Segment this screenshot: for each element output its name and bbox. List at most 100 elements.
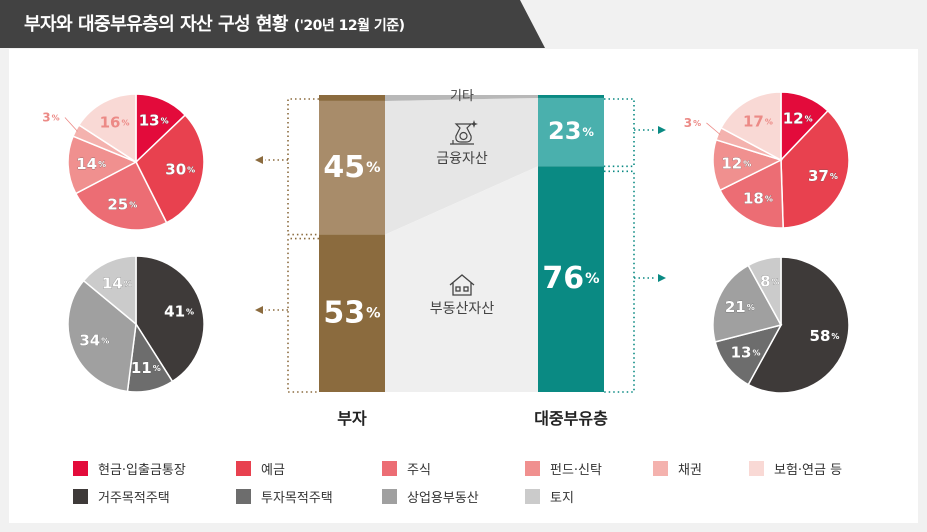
bar-segment-realestate <box>319 234 385 392</box>
pie-value-label: 3% <box>42 110 59 124</box>
legend-swatch <box>236 489 251 504</box>
pie-value-label: 30% <box>165 160 195 178</box>
legend-label: 펀드·신탁 <box>550 463 602 478</box>
rich-label: 부자 <box>337 409 367 428</box>
legend-item: 토지 <box>525 487 574 506</box>
pie-slice <box>747 256 782 326</box>
pie-slice <box>67 135 138 195</box>
pie-value-label: 12% <box>783 109 813 127</box>
pie-value-label: 16% <box>100 113 130 131</box>
bracket-mass-financial <box>604 98 635 168</box>
pie-value-label: 3% <box>684 115 701 129</box>
pie-slice <box>747 256 850 394</box>
pie-value-label: 21% <box>725 298 755 316</box>
legend-swatch <box>73 461 88 476</box>
pie-leader-line <box>706 122 721 135</box>
legend-label: 상업용부동산 <box>407 491 479 506</box>
legend-label: 투자목적주택 <box>261 491 333 506</box>
pie-value-label: 12% <box>721 154 751 172</box>
legend-swatch <box>73 489 88 504</box>
pie-slice <box>712 264 783 343</box>
pie-slice <box>135 93 187 164</box>
pie-chart: 13% 30% 25% 14% 3% 16% <box>42 93 205 231</box>
pie-value-label: 13% <box>731 343 761 361</box>
title-banner <box>0 0 545 48</box>
chart-title-main: 부자와 대중부유층의 자산 구성 현황 <box>24 14 288 35</box>
bar-value-label: 45% <box>323 149 380 184</box>
bar-value-label: 23% <box>548 117 594 145</box>
legend-label: 토지 <box>550 491 574 506</box>
arrow-left-icon <box>255 156 263 164</box>
pie-slice <box>714 323 783 386</box>
pie-slice <box>720 91 782 162</box>
pie-value-label: 17% <box>743 112 773 130</box>
bar-segment-financial <box>319 100 385 235</box>
bracket-rich-realestate <box>287 237 319 393</box>
legend-swatch <box>525 461 540 476</box>
bar-segment-other <box>538 95 604 98</box>
pie-slice <box>82 255 137 326</box>
pie-slice <box>135 113 205 224</box>
arrow-right-icon <box>658 126 666 134</box>
legend-item: 투자목적주택 <box>236 487 333 506</box>
money-bag-icon <box>450 120 478 145</box>
legend-item: 현금·입출금통장 <box>73 459 186 478</box>
legend-swatch <box>382 461 397 476</box>
pie-slice <box>74 160 168 231</box>
financial-label: 금융자산 <box>436 151 488 167</box>
bar-value-label: 53% <box>323 295 380 330</box>
pie-value-label: 41% <box>164 302 194 320</box>
pie-leader-line <box>64 117 78 132</box>
bar-value-label: 76% <box>542 261 599 296</box>
legend-swatch <box>236 461 251 476</box>
pie-value-label: 25% <box>107 195 137 213</box>
legend-label: 예금 <box>261 463 285 478</box>
pie-value-label: 18% <box>743 189 773 207</box>
pie-chart: 58% 13% 21% 8% <box>712 256 850 394</box>
pie-value-label: 8% <box>760 272 779 290</box>
legend-item: 상업용부동산 <box>382 487 479 506</box>
legend-item: 보험·연금 등 <box>749 459 842 478</box>
pie-slice <box>719 158 784 229</box>
legend-item: 거주목적주택 <box>73 487 170 506</box>
pie-charts: 13%30%25%14%3% 16%41%11%34%14%12%37%18%12… <box>42 91 850 394</box>
pie-value-label: 58% <box>810 327 840 345</box>
pie-value-label: 14% <box>76 155 106 173</box>
other-label: 기타 <box>450 89 474 104</box>
pie-slice <box>77 93 137 164</box>
bar-segment-financial <box>538 97 604 167</box>
arrow-right-icon <box>658 274 666 282</box>
realestate-label: 부동산자산 <box>430 301 495 317</box>
chart-title: 부자와 대중부유층의 자산 구성 현황 ('20년 12월 기준) <box>24 10 405 36</box>
pie-chart: 12% 37% 18% 12% 3% 17% <box>684 91 850 229</box>
bar-segment-other <box>319 95 385 101</box>
arrow-left-icon <box>255 306 263 314</box>
legend-item: 채권 <box>653 459 702 478</box>
legend-label: 채권 <box>678 463 702 478</box>
bar-segment-realestate <box>538 166 604 392</box>
legend-swatch <box>382 489 397 504</box>
pie-chart: 41% 11% 34% 14% <box>67 255 205 393</box>
legend-label: 현금·입출금통장 <box>98 463 186 478</box>
pie-value-label: 11% <box>131 358 161 376</box>
other-flow-band <box>385 95 538 101</box>
mass-affluent-label: 대중부유층 <box>534 409 608 428</box>
pie-slice <box>67 279 137 393</box>
pie-value-label: 13% <box>139 111 169 129</box>
legend-swatch <box>749 461 764 476</box>
legend-swatch <box>525 489 540 504</box>
title-banner-shape <box>0 0 545 48</box>
legend-label: 주식 <box>407 463 431 478</box>
legend-item: 예금 <box>236 459 285 478</box>
legend-swatch <box>653 461 668 476</box>
pie-value-label: 37% <box>808 167 838 185</box>
pie-value-label: 14% <box>102 274 132 292</box>
pie-slice <box>780 109 850 229</box>
legend-label: 거주목적주택 <box>98 491 170 506</box>
chart-title-note: ('20년 12월 기준) <box>293 18 405 34</box>
house-icon <box>449 274 475 296</box>
legend-item: 주식 <box>382 459 431 478</box>
bracket-rich-financial <box>287 98 319 236</box>
